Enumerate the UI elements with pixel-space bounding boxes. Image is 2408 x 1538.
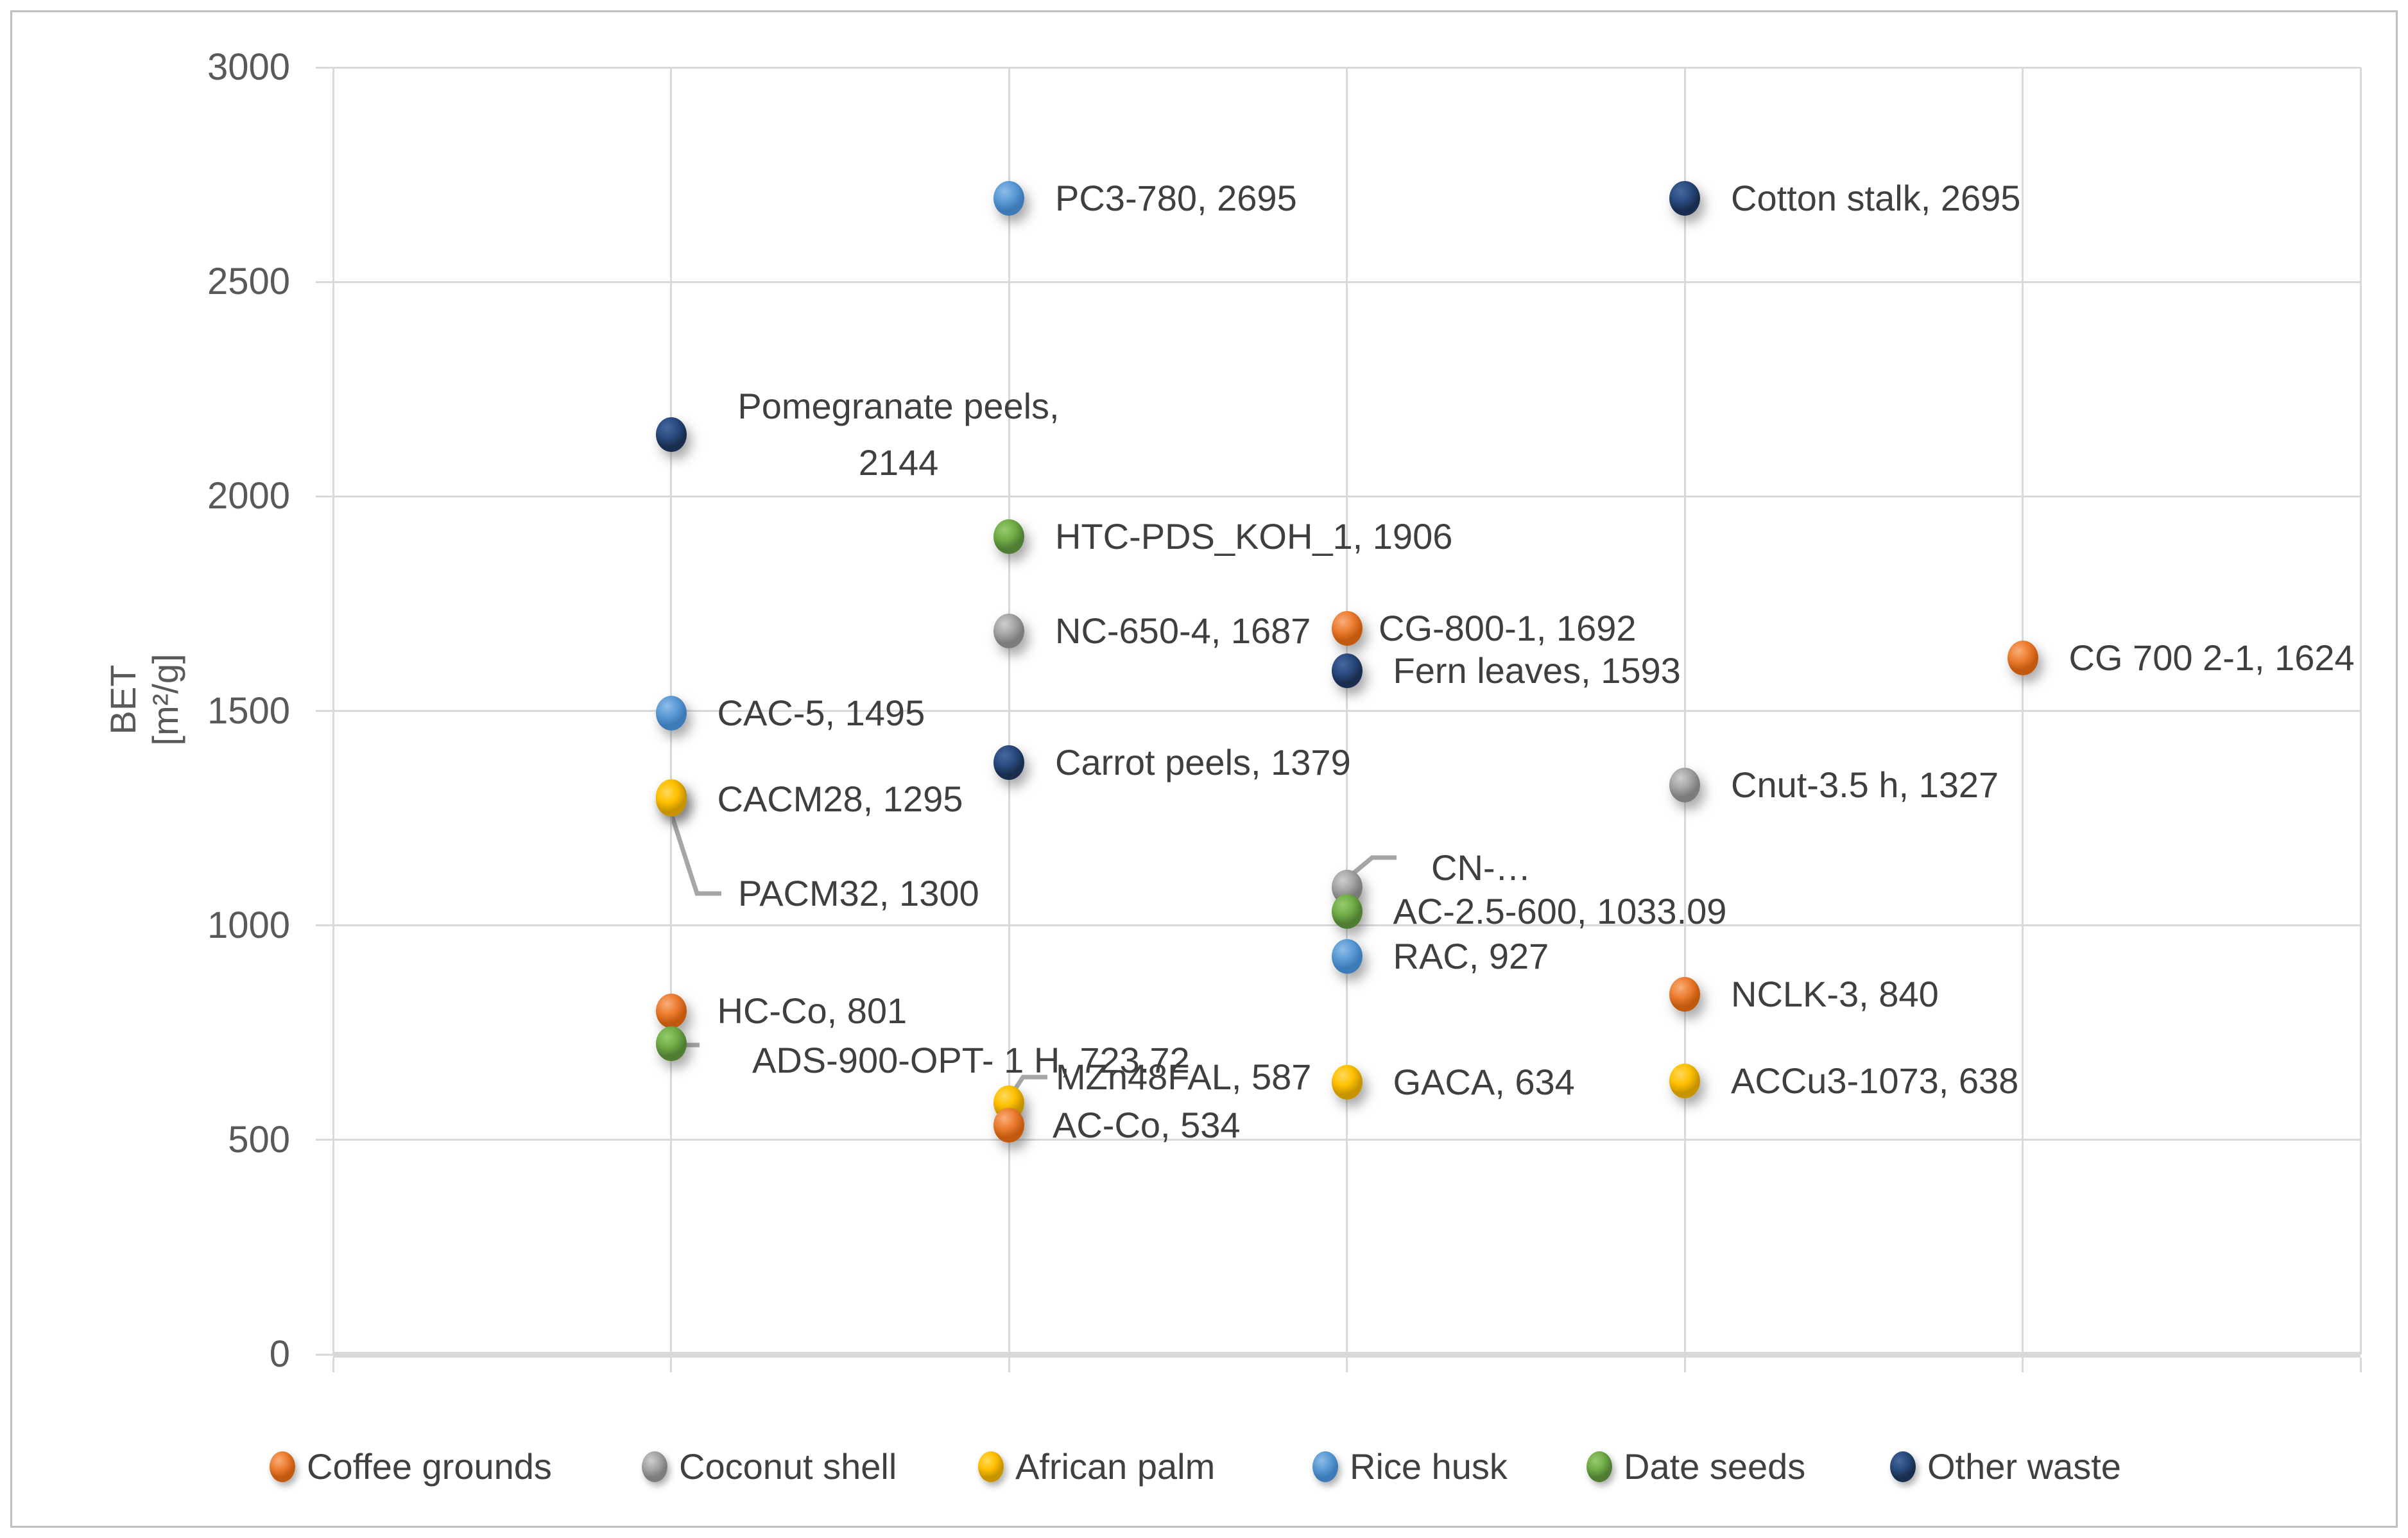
legend-marker-coffee-grounds: [270, 1451, 295, 1482]
point-marker-hc-co: [655, 993, 687, 1028]
legend-marker-rice-husk: [1312, 1451, 1338, 1482]
legend-marker-other-waste: [1890, 1451, 1916, 1482]
point-label-carrot-peels: Carrot peels, 1379: [1055, 742, 1351, 783]
point-label-nc-650-4: NC-650-4, 1687: [1055, 610, 1311, 651]
point-label-pomegranate-peels: Pomegranate peels, 2144: [693, 378, 1104, 491]
gridline-horizontal: [333, 1139, 2361, 1141]
legend-label-rice-husk: Rice husk: [1350, 1446, 1508, 1487]
x-axis-line: [333, 1352, 2361, 1358]
point-marker-htc-pds-koh-1: [993, 519, 1024, 555]
point-label-cn: CN-…: [1431, 847, 1531, 888]
y-tick-label: 0: [269, 1333, 290, 1375]
x-axis-tick-mark: [2359, 1358, 2362, 1372]
y-axis-tick-mark: [316, 495, 333, 497]
legend-label-other-waste: Other waste: [1927, 1446, 2121, 1487]
legend-marker-date-seeds: [1587, 1451, 1612, 1482]
point-marker-accu3-1073: [1669, 1063, 1700, 1098]
point-marker-ads-900-opt-1-h: [655, 1026, 687, 1062]
point-label-line: 2144: [858, 442, 939, 483]
y-axis-tick-mark: [316, 1353, 333, 1356]
y-axis-tick-mark: [316, 66, 333, 69]
point-label-fern-leaves: Fern leaves, 1593: [1393, 650, 1681, 691]
point-marker-cg-800-1: [1331, 611, 1363, 646]
y-axis-tick-mark: [316, 710, 333, 712]
point-label-pacm32: PACM32, 1300: [738, 873, 979, 913]
gridline-horizontal: [333, 495, 2361, 497]
point-label-line: Pomegranate peels,: [737, 386, 1060, 426]
point-marker-nclk-3: [1669, 976, 1700, 1012]
point-marker-pc3-780: [993, 180, 1024, 216]
leader-line-cn: [1347, 855, 1397, 879]
legend-label-coconut-shell: Coconut shell: [679, 1446, 897, 1487]
gridline-horizontal: [333, 281, 2361, 283]
y-tick-label: 1000: [207, 904, 290, 946]
point-label-ac-2-5-600: AC-2.5-600, 1033.09: [1393, 890, 1727, 931]
point-label-cotton-stalk: Cotton stalk, 2695: [1731, 177, 2021, 218]
point-label-rac: RAC, 927: [1393, 936, 1549, 977]
point-marker-fern-leaves: [1331, 653, 1363, 689]
x-axis-tick-mark: [1683, 1358, 1686, 1372]
point-marker-rac: [1331, 939, 1363, 974]
y-tick-label: 3000: [207, 46, 290, 88]
point-label-pc3-780: PC3-780, 2695: [1055, 177, 1297, 218]
point-label-accu3-1073: ACCu3-1073, 638: [1731, 1060, 2019, 1101]
point-label-ac-co: AC-Co, 534: [1053, 1105, 1241, 1146]
point-label-nclk-3: NCLK-3, 840: [1731, 973, 1939, 1014]
point-marker-gaca: [1331, 1065, 1363, 1100]
legend-label-date-seeds: Date seeds: [1624, 1446, 1806, 1487]
point-label-hc-co: HC-Co, 801: [717, 990, 907, 1031]
point-marker-cotton-stalk: [1669, 180, 1700, 216]
point-label-cac-5: CAC-5, 1495: [717, 692, 925, 733]
point-marker-ac-2-5-600: [1331, 894, 1363, 929]
x-axis-tick-mark: [1346, 1358, 1348, 1372]
point-marker-pomegranate-peels: [655, 417, 687, 453]
point-label-mzn48fal: MZn48FAL, 587: [1056, 1057, 1312, 1097]
point-marker-cg-700-2-1: [2007, 640, 2038, 675]
point-label-htc-pds-koh-1: HTC-PDS_KOH_1, 1906: [1055, 516, 1453, 557]
legend-marker-african-palm: [978, 1451, 1004, 1482]
figure-border: [10, 10, 2398, 1528]
point-label-cg-700-2-1: CG 700 2-1, 1624: [2068, 637, 2355, 678]
point-label-cnut-3-5-h: Cnut-3.5 h, 1327: [1731, 765, 1999, 806]
x-axis-tick-mark: [670, 1358, 672, 1372]
x-axis-tick-mark: [2022, 1358, 2024, 1372]
y-axis-line: [332, 67, 334, 1354]
point-marker-cnut-3-5-h: [1669, 768, 1700, 803]
y-tick-label: 1500: [207, 689, 290, 732]
y-tick-label: 2000: [207, 475, 290, 517]
point-marker-carrot-peels: [993, 745, 1024, 781]
y-tick-label: 500: [228, 1118, 290, 1161]
point-label-ads-900-opt-1-h: ADS-900-OPT- 1 H, 723.72: [752, 1040, 1190, 1080]
gridline-horizontal: [333, 710, 2361, 712]
x-axis-tick-mark: [332, 1358, 334, 1372]
point-marker-ac-co: [993, 1108, 1024, 1143]
y-tick-label: 2500: [207, 261, 290, 303]
gridline-vertical: [2359, 67, 2362, 1354]
point-label-gaca: GACA, 634: [1393, 1062, 1575, 1103]
point-label-cacm28: CACM28, 1295: [717, 778, 963, 819]
gridline-horizontal: [333, 66, 2361, 69]
y-axis-tick-mark: [316, 924, 333, 927]
legend-marker-coconut-shell: [642, 1451, 667, 1482]
y-axis-tick-mark: [316, 281, 333, 283]
point-marker-cacm28: [655, 781, 687, 817]
legend-label-coffee-grounds: Coffee grounds: [307, 1446, 552, 1487]
leader-line-pacm32: [667, 809, 721, 896]
point-marker-nc-650-4: [993, 613, 1024, 648]
point-marker-cac-5: [655, 695, 687, 730]
x-axis-tick-mark: [1008, 1358, 1010, 1372]
y-axis-tick-mark: [316, 1139, 333, 1141]
legend-label-african-palm: African palm: [1015, 1446, 1216, 1487]
point-label-cg-800-1: CG-800-1, 1692: [1379, 608, 1637, 649]
